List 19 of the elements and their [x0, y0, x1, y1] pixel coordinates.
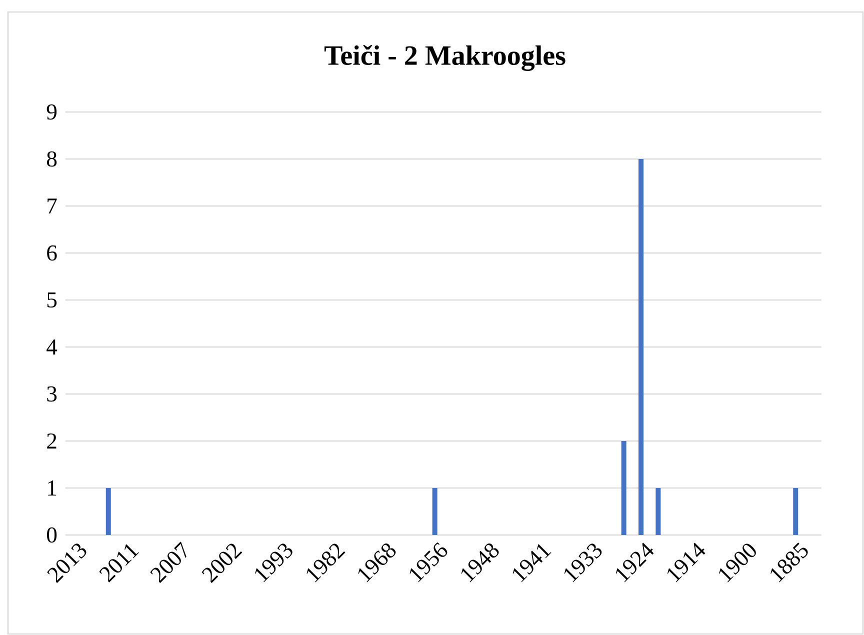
bar	[106, 488, 111, 535]
bar	[793, 488, 798, 535]
y-tick-label: 3	[47, 386, 57, 402]
y-tick-label: 7	[48, 198, 57, 214]
y-tick-label: 5	[47, 292, 57, 308]
bar	[656, 488, 661, 535]
x-tick-label: 1941	[512, 544, 552, 582]
bar	[621, 440, 626, 535]
bar	[432, 488, 438, 535]
y-tick-label: 9	[46, 104, 57, 120]
y-tick-label: 8	[46, 151, 57, 167]
chart-title: Teiči - 2 Makroogles	[324, 45, 566, 71]
y-tick-label: 2	[47, 433, 56, 448]
y-tick-label: 4	[46, 340, 58, 354]
y-tick-label: 6	[47, 245, 57, 261]
bar	[638, 158, 644, 535]
y-tick-label: 0	[46, 527, 57, 543]
y-tick-label: 1	[48, 480, 56, 496]
x-tick-label: 2011	[99, 544, 140, 582]
